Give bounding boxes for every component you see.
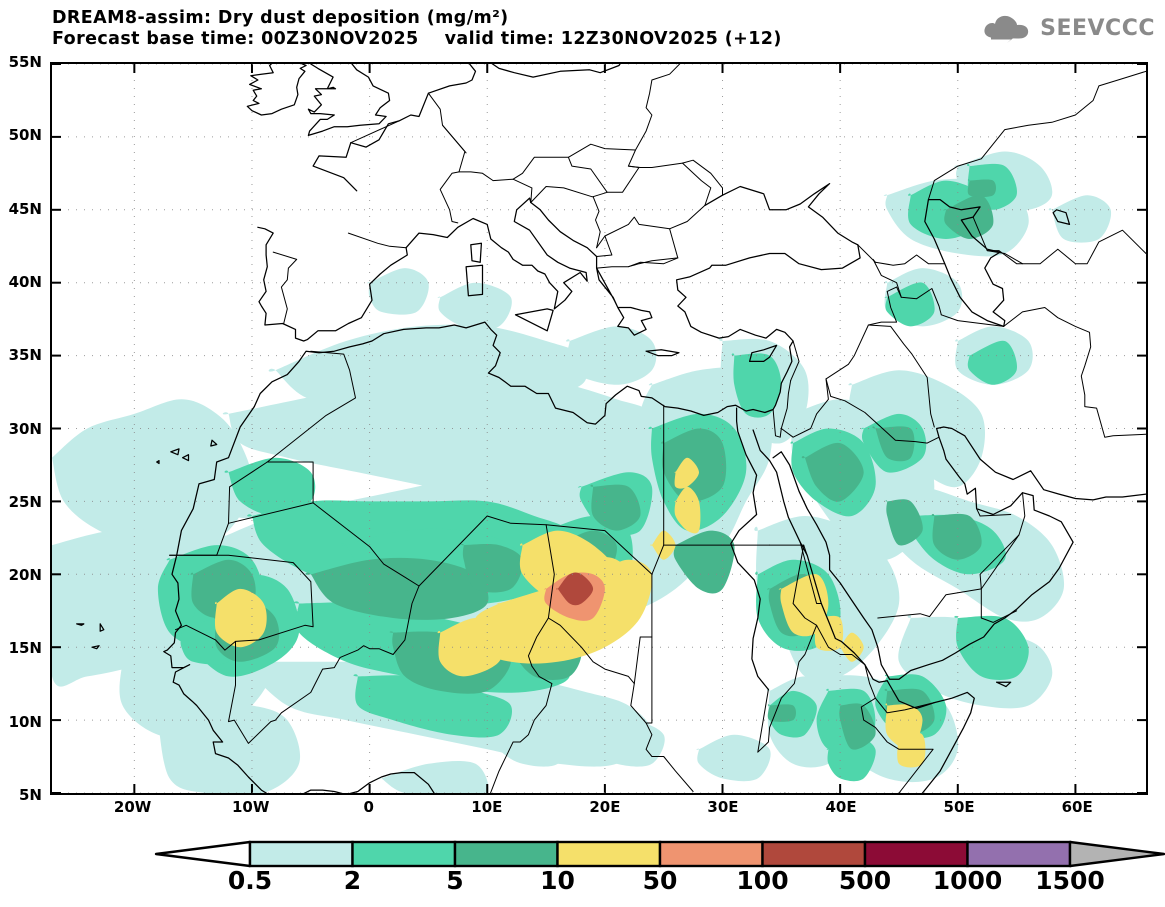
y-tick-40N: 40N [8, 272, 42, 291]
map-svg [52, 64, 1146, 793]
colorbar-label-0.5: 0.5 [227, 866, 273, 895]
coastlines-and-borders [76, 64, 1146, 793]
x-tick-40E: 40E [825, 798, 857, 816]
colorbar-label-2: 2 [343, 866, 362, 895]
y-tick-10N: 10N [8, 712, 42, 731]
colorbar-label-5: 5 [446, 866, 464, 895]
colorbar-label-1500: 1500 [1035, 866, 1105, 895]
seevccc-logo: SEEVCCC [981, 12, 1155, 44]
x-tick-20W: 20W [113, 798, 152, 816]
y-tick-55N: 55N [8, 53, 42, 71]
chart-title-block: DREAM8-assim: Dry dust deposition (mg/m²… [52, 8, 972, 50]
colorbar-label-500: 500 [838, 866, 892, 895]
colorbar-label-100: 100 [736, 866, 789, 895]
title-line-1: DREAM8-assim: Dry dust deposition (mg/m²… [52, 8, 509, 28]
colorbar: 0.5 2 5 10 50 100 500 1000 1500 [150, 840, 1165, 907]
map-plot-area [50, 62, 1148, 795]
colorbar-tick-labels: 0.5 2 5 10 50 100 500 1000 1500 [150, 866, 1165, 906]
cloud-icon [984, 15, 1029, 43]
y-tick-15N: 15N [8, 639, 42, 658]
dust-deposition-field [52, 151, 1112, 793]
y-tick-35N: 35N [8, 346, 42, 365]
grid-lines [52, 64, 1146, 793]
x-tick-20E: 20E [589, 798, 621, 816]
x-tick-10W: 10W [231, 798, 270, 816]
y-tick-30N: 30N [8, 419, 42, 438]
x-tick-10E: 10E [471, 798, 503, 816]
title-line-2: Forecast base time: 00Z30NOV2025 valid t… [52, 29, 782, 49]
y-tick-50N: 50N [8, 126, 42, 145]
logo-text: SEEVCCC [1040, 15, 1155, 41]
y-tick-20N: 20N [8, 566, 42, 585]
y-tick-45N: 45N [8, 199, 42, 218]
x-tick-0: 0 [363, 798, 374, 816]
x-tick-50E: 50E [943, 798, 975, 816]
y-tick-5N: 5N [19, 786, 42, 804]
x-tick-60E: 60E [1061, 798, 1093, 816]
colorbar-label-50: 50 [642, 866, 678, 895]
colorbar-label-1000: 1000 [932, 866, 1003, 895]
y-tick-25N: 25N [8, 492, 42, 511]
colorbar-label-10: 10 [540, 866, 575, 895]
colorbar-swatches [154, 840, 1165, 868]
x-tick-30E: 30E [707, 798, 739, 816]
